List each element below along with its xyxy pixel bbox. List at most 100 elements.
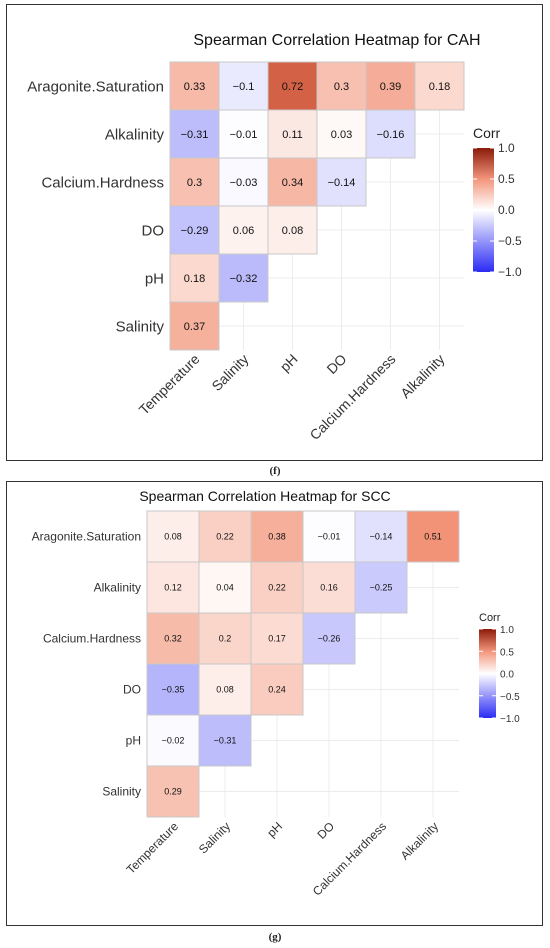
heatmap-cell (414, 61, 465, 111)
legend-tick-label: 1.0 (498, 141, 515, 155)
cell-value-label: 0.38 (268, 532, 286, 542)
x-tick-label: Temperature (124, 819, 182, 877)
heatmap-cell (250, 663, 304, 716)
heatmap-scc: 0.08 0.22 0.38 −0.01 −0.14 0.51 0.12 0.04 0.22 0.… (32, 488, 521, 898)
heatmap-cell (316, 61, 367, 111)
y-tick-label: pH (126, 734, 141, 748)
legend-tick-label: 1.0 (500, 625, 514, 636)
heatmap-cell (316, 157, 367, 207)
cell-value-label: −0.1 (233, 81, 255, 93)
cell-value-label: 0.08 (164, 532, 182, 542)
cell-value-label: 0.32 (164, 634, 182, 644)
legend-tick-label: 0.5 (500, 647, 514, 658)
cell-value-label: 0.24 (268, 685, 286, 695)
heatmap-cell (198, 510, 252, 563)
cell-value-label: −0.14 (328, 177, 356, 189)
cell-value-label: −0.32 (230, 273, 258, 285)
legend-tick-label: 0.0 (500, 670, 514, 681)
cell-value-label: 0.33 (184, 81, 205, 93)
x-tick-label: Salinity (196, 819, 233, 856)
cell-value-label: 0.72 (282, 81, 303, 93)
cell-value-label: 0.3 (187, 177, 202, 189)
figure-caption-g: (g) (268, 931, 282, 943)
heatmap-panel-scc: 0.08 0.22 0.38 −0.01 −0.14 0.51 0.12 0.04 0.22 0.… (6, 481, 543, 926)
x-tick-label: pH (277, 351, 301, 375)
x-tick-label: Salinity (208, 351, 251, 394)
heatmap-cells: 0.08 0.22 0.38 −0.01 −0.14 0.51 0.12 0.04 0.22 0.… (146, 510, 460, 818)
heatmap-cell (250, 510, 304, 563)
cell-value-label: −0.35 (162, 685, 185, 695)
cell-value-label: 0.51 (424, 532, 442, 542)
heatmap-cell (198, 714, 252, 767)
legend-title: Corr (479, 612, 501, 624)
cell-value-label: 0.04 (216, 583, 234, 593)
cell-value-label: 0.34 (282, 177, 303, 189)
cell-value-label: −0.31 (214, 736, 237, 746)
heatmap-cell (218, 205, 269, 255)
cell-value-label: 0.11 (282, 129, 303, 141)
y-tick-label: Calcium.Hardness (41, 174, 164, 191)
y-tick-label: pH (145, 270, 164, 287)
cell-value-label: 0.29 (164, 787, 182, 797)
x-tick-label: DO (314, 819, 337, 842)
y-tick-label: Aragonite.Saturation (32, 530, 141, 544)
heatmap-cells: 0.33 −0.1 0.72 0.3 0.39 0.18 −0.31 −0.01 0.11 0.0… (169, 61, 465, 351)
cell-value-label: −0.25 (370, 583, 393, 593)
heatmap-cell (406, 510, 460, 563)
y-tick-label: Alkalinity (105, 126, 165, 143)
legend-tick-label: −1.0 (500, 714, 520, 725)
heatmap-cell (302, 510, 356, 563)
cell-value-label: 0.2 (219, 634, 232, 644)
figure-caption-f: (f) (269, 465, 281, 477)
cell-value-label: 0.08 (216, 685, 234, 695)
legend-tick-label: −0.5 (500, 692, 520, 703)
y-tick-label: DO (123, 683, 141, 697)
heatmap-panel-cah: 0.33 −0.1 0.72 0.3 0.39 0.18 −0.31 −0.01 0.11 0.0… (6, 4, 543, 461)
heatmap-cell (267, 205, 318, 255)
x-tick-label: Alkalinity (398, 819, 441, 862)
legend-tick-label: −1.0 (498, 265, 522, 279)
heatmap-cell (169, 109, 220, 159)
cell-value-label: 0.18 (184, 273, 205, 285)
y-tick-label: Salinity (116, 318, 165, 335)
heatmap-cell (218, 253, 269, 303)
cell-value-label: 0.03 (331, 129, 352, 141)
y-tick-label: DO (142, 222, 165, 239)
x-tick-label: Temperature (136, 351, 203, 418)
heatmap-cell (354, 561, 408, 614)
heatmap-cah: 0.33 −0.1 0.72 0.3 0.39 0.18 −0.31 −0.01 0.11 0.0… (27, 32, 522, 443)
chart-title: Spearman Correlation Heatmap for CAH (193, 32, 480, 49)
cell-value-label: −0.01 (230, 129, 258, 141)
cell-value-label: 0.17 (268, 634, 286, 644)
cell-value-label: −0.26 (318, 634, 341, 644)
cell-value-label: 0.39 (380, 81, 401, 93)
cell-value-label: −0.01 (318, 532, 341, 542)
heatmap-cell (146, 714, 200, 767)
y-tick-label: Aragonite.Saturation (27, 78, 164, 95)
cell-value-label: −0.16 (377, 129, 405, 141)
x-tick-label: Calcium.Hardness (306, 351, 398, 443)
heatmap-cell (146, 765, 200, 818)
cell-value-label: 0.22 (268, 583, 286, 593)
heatmap-cell (169, 301, 220, 351)
x-tick-label: pH (264, 819, 285, 840)
cell-value-label: 0.12 (164, 583, 182, 593)
y-tick-label: Salinity (102, 785, 141, 799)
heatmap-cell (302, 612, 356, 665)
heatmap-cell (169, 61, 220, 111)
heatmap-cell (354, 510, 408, 563)
legend-title: Corr (473, 125, 501, 141)
cell-value-label: 0.08 (282, 225, 303, 237)
cell-value-label: 0.22 (216, 532, 234, 542)
heatmap-cell (267, 109, 318, 159)
cell-value-label: −0.29 (181, 225, 209, 237)
heatmap-cell (250, 561, 304, 614)
heatmap-cell (146, 510, 200, 563)
legend-colorbar (473, 148, 494, 272)
cell-value-label: 0.06 (233, 225, 254, 237)
y-tick-label: Alkalinity (94, 581, 141, 595)
cell-value-label: 0.3 (334, 81, 349, 93)
cell-value-label: 0.18 (429, 81, 450, 93)
